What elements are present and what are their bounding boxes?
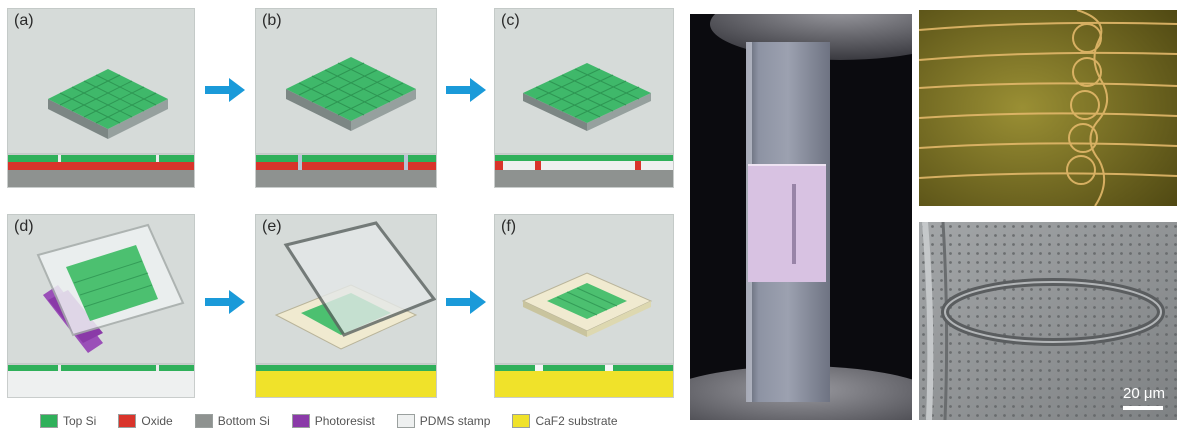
legend-label: Top Si bbox=[63, 414, 97, 428]
legend: Top Si Oxide Bottom Si Photoresist PDMS … bbox=[40, 410, 640, 432]
sample-photo-illustration bbox=[690, 14, 912, 420]
panel-e: (e) bbox=[255, 214, 437, 364]
legend-label: Oxide bbox=[141, 414, 173, 428]
swatch-bottom-si bbox=[194, 414, 213, 428]
legend-label: PDMS stamp bbox=[419, 414, 491, 428]
cross-section-e bbox=[255, 364, 437, 398]
microscope-illustration bbox=[919, 10, 1177, 206]
scale-bar-label: 20 μm bbox=[1123, 385, 1165, 402]
arrow-e-to-f bbox=[446, 290, 486, 314]
cross-section-b bbox=[255, 154, 437, 188]
legend-item-photoresist: Photoresist bbox=[291, 414, 375, 428]
panel-c: (c) bbox=[494, 8, 674, 154]
swatch-pdms-stamp bbox=[396, 414, 415, 428]
panel-label-a: (a) bbox=[14, 12, 34, 29]
panel-label-e: (e) bbox=[262, 218, 282, 235]
panel-d: (d) bbox=[7, 214, 195, 364]
chip-illustration-d bbox=[36, 223, 185, 353]
swatch-caf2-substrate bbox=[512, 414, 531, 428]
cross-section-d bbox=[7, 364, 195, 398]
panel-label-f: (f) bbox=[501, 218, 517, 235]
chip-illustration-f bbox=[521, 272, 653, 337]
arrow-a-to-b bbox=[205, 78, 245, 102]
cross-section-f bbox=[494, 364, 674, 398]
sem-image: 20 μm bbox=[919, 222, 1177, 420]
scale-bar bbox=[1123, 406, 1163, 410]
chip-illustration-e bbox=[274, 221, 436, 350]
panel-b: (b) bbox=[255, 8, 437, 154]
cross-section-c bbox=[494, 154, 674, 188]
swatch-photoresist bbox=[291, 414, 310, 428]
legend-item-bottom-si: Bottom Si bbox=[194, 414, 270, 428]
panel-label-d: (d) bbox=[14, 218, 34, 235]
cross-section-a bbox=[7, 154, 195, 188]
swatch-top-si bbox=[40, 414, 58, 428]
swatch-oxide bbox=[118, 414, 137, 428]
microscope-image bbox=[919, 10, 1177, 206]
legend-item-top-si: Top Si bbox=[40, 414, 96, 428]
legend-label: Photoresist bbox=[314, 414, 375, 428]
sample-photo bbox=[690, 14, 912, 420]
legend-item-caf2-substrate: CaF2 substrate bbox=[512, 414, 618, 428]
chip-illustration-c bbox=[523, 63, 651, 131]
panel-label-c: (c) bbox=[501, 12, 520, 29]
arrow-b-to-c bbox=[446, 78, 486, 102]
chip-illustration-b bbox=[286, 57, 416, 131]
panel-a: (a) bbox=[7, 8, 195, 154]
legend-item-pdms-stamp: PDMS stamp bbox=[396, 414, 491, 428]
legend-label: CaF2 substrate bbox=[535, 414, 618, 428]
sem-illustration bbox=[919, 222, 1177, 420]
arrow-d-to-e bbox=[205, 290, 245, 314]
legend-label: Bottom Si bbox=[217, 414, 270, 428]
panel-label-b: (b) bbox=[262, 12, 282, 29]
panel-f: (f) bbox=[494, 214, 674, 364]
chip-illustration-a bbox=[48, 69, 168, 139]
legend-item-oxide: Oxide bbox=[118, 414, 173, 428]
